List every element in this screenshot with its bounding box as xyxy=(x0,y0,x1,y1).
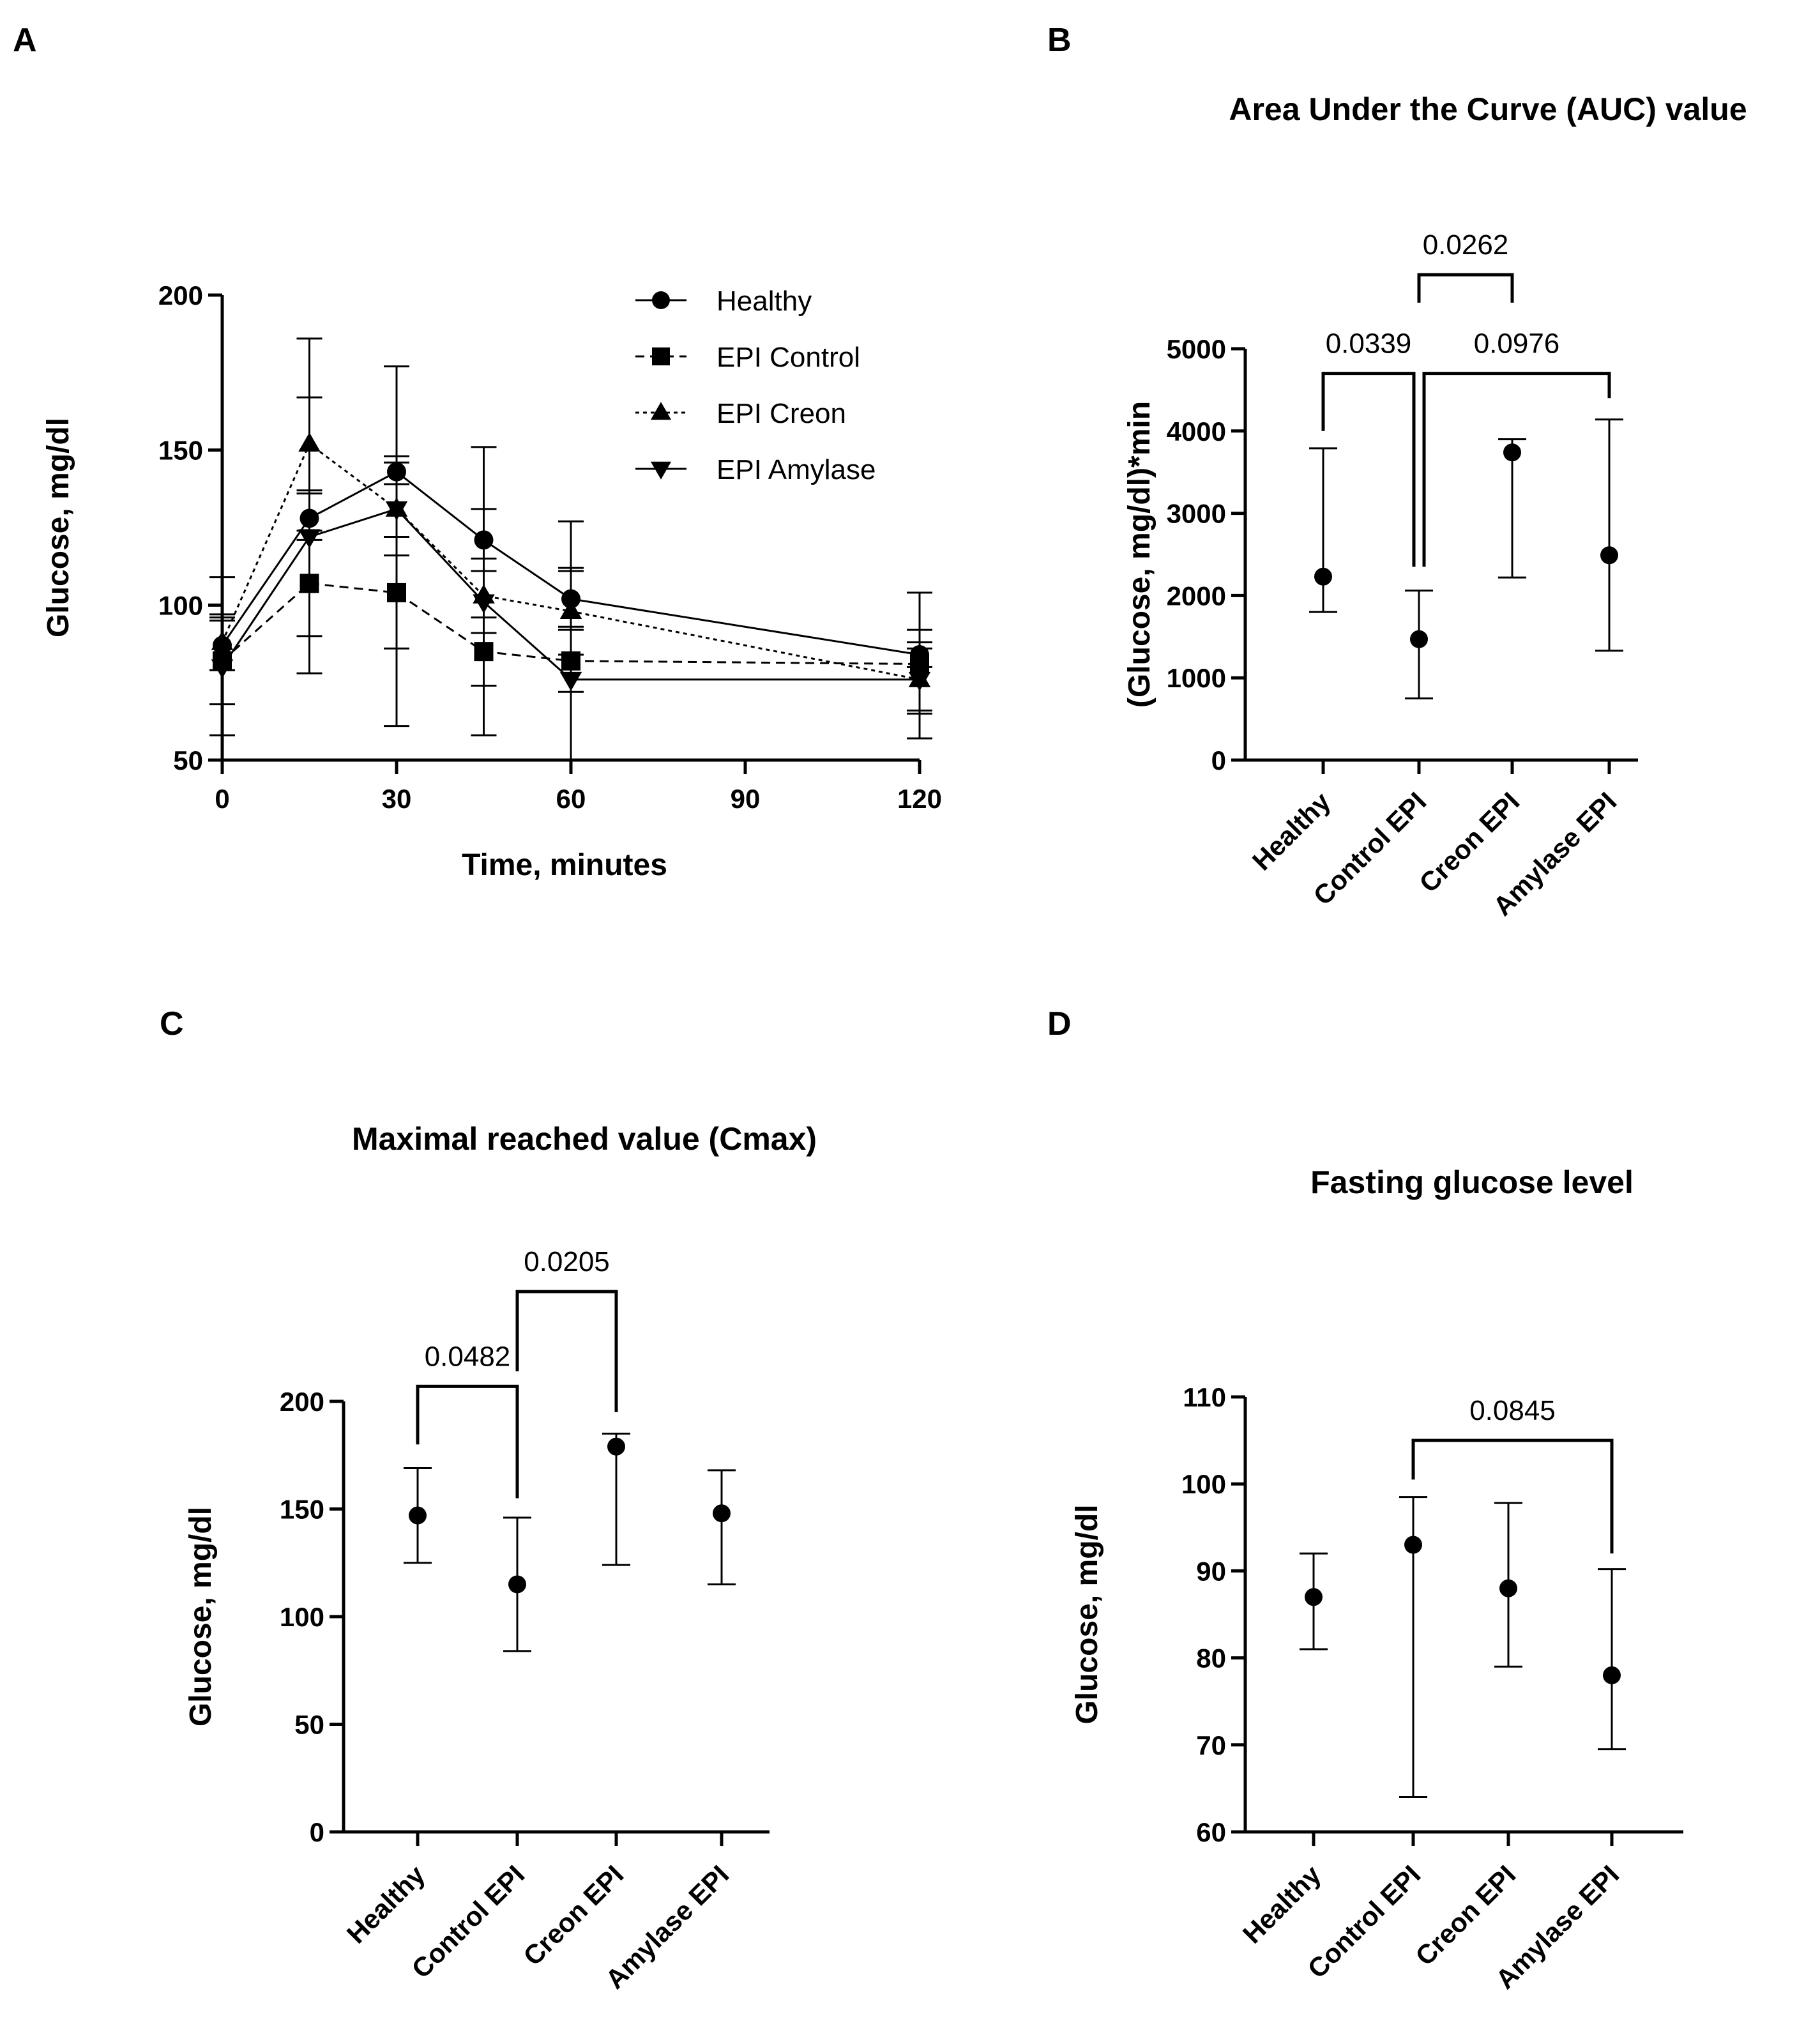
x-category-label: Healthy xyxy=(341,1859,431,1949)
y-tick-label: 150 xyxy=(280,1495,324,1525)
p-value-label: 0.0262 xyxy=(1423,229,1509,261)
legend-label: EPI Amylase xyxy=(717,454,876,485)
chart-title: Area Under the Curve (AUC) value xyxy=(1229,91,1747,127)
legend-label: Healthy xyxy=(717,286,812,317)
p-value-label: 0.0205 xyxy=(524,1246,610,1277)
y-tick-label: 60 xyxy=(1196,1817,1226,1847)
x-tick-label: 30 xyxy=(382,784,412,814)
panel-a-line-chart: 50 100 150 200 0 30 60 90 120 Time, minutes Glucos… xyxy=(42,280,942,882)
y-tick-label: 100 xyxy=(280,1602,324,1632)
y-tick-label: 100 xyxy=(158,590,203,620)
data-point xyxy=(508,1575,526,1594)
panel-label-b: B xyxy=(1047,22,1072,59)
x-axis-label: Time, minutes xyxy=(462,848,667,882)
significance-bracket xyxy=(515,1290,618,1412)
panel-label-a: A xyxy=(13,22,37,59)
series-epi-amylase xyxy=(209,337,932,761)
x-category-label: Healthy xyxy=(1247,786,1337,876)
chart-title: Maximal reached value (Cmax) xyxy=(352,1121,817,1157)
panel-d-fasting-chart: Fasting glucose level 60 70 80 90 100 110 Gluco… xyxy=(1070,1164,1683,1995)
legend-marker xyxy=(652,291,670,309)
p-value-label: 0.0339 xyxy=(1326,328,1412,360)
y-axis-label: (Glucose, mg/dl)*min xyxy=(1123,401,1156,708)
y-tick-label: 200 xyxy=(158,280,203,310)
legend-marker xyxy=(650,402,672,420)
x-tick-label: 60 xyxy=(556,784,586,814)
legend-label: EPI Control xyxy=(717,342,860,373)
y-tick-label: 90 xyxy=(1196,1556,1226,1586)
data-point xyxy=(1603,1666,1621,1684)
y-axis-label: Glucose, mg/dl xyxy=(42,418,75,637)
series-line xyxy=(221,442,920,681)
y-tick-label: 3000 xyxy=(1167,499,1226,529)
significance-bracket xyxy=(1321,372,1416,567)
y-tick-label: 100 xyxy=(1181,1469,1226,1499)
p-value-label: 0.0845 xyxy=(1469,1395,1556,1426)
y-axis-label: Glucose, mg/dl xyxy=(184,1507,218,1726)
p-value-label: 0.0482 xyxy=(425,1341,511,1372)
data-point xyxy=(409,1506,427,1525)
y-tick-label: 0 xyxy=(1211,745,1226,775)
data-point xyxy=(713,1504,731,1523)
panel-c-cmax-chart: Maximal reached value (Cmax) 0 50 100 150 200… xyxy=(184,1121,817,1995)
data-point xyxy=(473,594,495,614)
y-tick-label: 70 xyxy=(1196,1730,1226,1760)
data-point xyxy=(1600,546,1618,565)
y-tick-label: 1000 xyxy=(1167,663,1226,693)
data-point xyxy=(1499,1579,1517,1597)
data-point xyxy=(559,671,582,691)
chart-title: Fasting glucose level xyxy=(1310,1164,1634,1200)
significance-bracket xyxy=(416,1384,519,1498)
y-tick-label: 80 xyxy=(1196,1643,1226,1673)
significance-bracket xyxy=(1411,1438,1614,1554)
significance-bracket xyxy=(1422,372,1611,567)
y-tick-label: 200 xyxy=(280,1387,324,1417)
series-line xyxy=(222,582,920,666)
data-point xyxy=(607,1437,625,1456)
data-point xyxy=(1503,443,1521,462)
x-category-label: Healthy xyxy=(1237,1859,1327,1949)
data-point xyxy=(385,501,408,521)
series-line xyxy=(221,508,920,681)
data-point xyxy=(298,529,321,549)
x-category-label: Creon EPI xyxy=(1409,1859,1521,1971)
y-tick-label: 150 xyxy=(158,436,203,466)
legend-label: EPI Creon xyxy=(717,398,846,429)
y-tick-label: 4000 xyxy=(1167,416,1226,446)
data-point xyxy=(1410,630,1428,648)
series-line xyxy=(221,470,920,656)
x-tick-label: 120 xyxy=(897,784,942,814)
y-tick-label: 110 xyxy=(1183,1382,1226,1412)
x-category-label: Creon EPI xyxy=(517,1859,629,1971)
panel-label-d: D xyxy=(1047,1005,1072,1042)
panel-label-c: C xyxy=(160,1005,184,1042)
data-point xyxy=(1314,567,1332,586)
y-axis-label: Glucose, mg/dl xyxy=(1070,1504,1104,1724)
significance-bracket xyxy=(1417,273,1514,303)
p-value-label: 0.0976 xyxy=(1474,328,1560,360)
y-tick-label: 0 xyxy=(310,1817,324,1847)
x-tick-label: 90 xyxy=(731,784,761,814)
data-point xyxy=(1404,1536,1422,1554)
x-tick-label: 0 xyxy=(215,784,229,814)
y-tick-label: 50 xyxy=(294,1710,324,1740)
legend-marker xyxy=(652,347,670,365)
data-point xyxy=(1305,1588,1323,1606)
data-point xyxy=(211,659,234,679)
y-tick-label: 50 xyxy=(173,745,203,775)
legend-marker xyxy=(650,461,672,480)
data-point xyxy=(908,671,931,691)
y-tick-label: 5000 xyxy=(1167,334,1226,364)
y-tick-label: 2000 xyxy=(1167,581,1226,611)
panel-b-auc-chart: Area Under the Curve (AUC) value 0 1000 200… xyxy=(1123,91,1747,922)
